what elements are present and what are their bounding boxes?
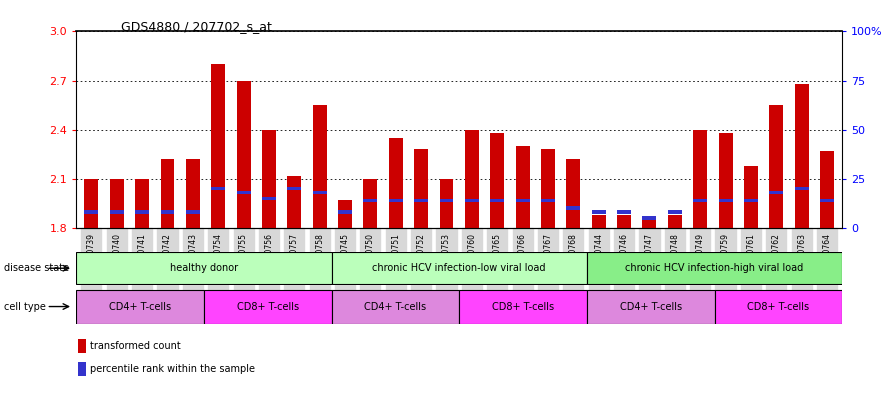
Bar (465, 130, 478, 228)
Bar (515, 198, 530, 202)
Text: GDS4880 / 207702_s_at: GDS4880 / 207702_s_at (121, 20, 271, 33)
Bar (719, 133, 733, 228)
Bar (110, 179, 124, 228)
Bar (694, 130, 707, 228)
Bar (211, 187, 225, 191)
Bar (795, 187, 808, 191)
Bar (770, 191, 783, 195)
Bar (719, 198, 733, 202)
Text: CD8+ T-cells: CD8+ T-cells (492, 301, 554, 312)
Bar (490, 133, 504, 228)
Bar (587, 252, 842, 284)
Bar (84, 179, 99, 228)
Bar (211, 64, 225, 228)
Bar (642, 217, 657, 228)
Bar (160, 210, 175, 214)
Bar (135, 179, 149, 228)
Bar (364, 198, 377, 202)
Bar (76, 252, 332, 284)
Bar (288, 187, 301, 191)
Bar (515, 146, 530, 228)
Text: cell type: cell type (4, 301, 47, 312)
Bar (694, 198, 707, 202)
Bar (566, 159, 581, 228)
Text: chronic HCV infection-high viral load: chronic HCV infection-high viral load (625, 263, 804, 273)
Bar (744, 198, 758, 202)
Bar (338, 200, 352, 228)
Bar (820, 198, 834, 202)
Bar (389, 138, 403, 228)
Bar (364, 179, 377, 228)
Bar (110, 210, 124, 214)
Bar (460, 290, 587, 323)
Bar (338, 210, 352, 214)
Text: chronic HCV infection-low viral load: chronic HCV infection-low viral load (373, 263, 546, 273)
Text: disease state: disease state (4, 263, 70, 273)
Text: transformed count: transformed count (90, 341, 181, 351)
Bar (617, 215, 631, 228)
Bar (587, 290, 714, 323)
Text: CD4+ T-cells: CD4+ T-cells (620, 301, 682, 312)
Bar (541, 198, 555, 202)
Bar (389, 198, 403, 202)
Bar (414, 198, 428, 202)
Bar (79, 339, 86, 353)
Bar (262, 196, 276, 200)
Bar (668, 215, 682, 228)
Bar (744, 166, 758, 228)
Text: CD8+ T-cells: CD8+ T-cells (237, 301, 298, 312)
Bar (414, 149, 428, 228)
Bar (237, 191, 251, 195)
Bar (313, 105, 327, 228)
Bar (566, 206, 581, 210)
Bar (135, 210, 149, 214)
Bar (668, 210, 682, 214)
Bar (332, 252, 587, 284)
Text: CD4+ T-cells: CD4+ T-cells (365, 301, 426, 312)
Text: CD8+ T-cells: CD8+ T-cells (747, 301, 809, 312)
Bar (76, 290, 204, 323)
Bar (237, 81, 251, 228)
Text: CD4+ T-cells: CD4+ T-cells (109, 301, 171, 312)
Bar (591, 215, 606, 228)
Bar (541, 149, 555, 228)
Bar (770, 105, 783, 228)
Bar (795, 84, 808, 228)
Bar (288, 176, 301, 228)
Bar (465, 198, 478, 202)
Bar (185, 159, 200, 228)
Bar (313, 191, 327, 195)
Bar (820, 151, 834, 228)
Bar (332, 290, 460, 323)
Bar (440, 179, 453, 228)
Bar (185, 210, 200, 214)
Bar (440, 198, 453, 202)
Text: percentile rank within the sample: percentile rank within the sample (90, 364, 255, 374)
Bar (84, 210, 99, 214)
Bar (642, 216, 657, 220)
Bar (715, 290, 842, 323)
Bar (490, 198, 504, 202)
Bar (204, 290, 332, 323)
Text: healthy donor: healthy donor (169, 263, 238, 273)
Bar (79, 362, 86, 376)
Bar (591, 210, 606, 214)
Bar (617, 210, 631, 214)
Bar (262, 130, 276, 228)
Bar (160, 159, 175, 228)
